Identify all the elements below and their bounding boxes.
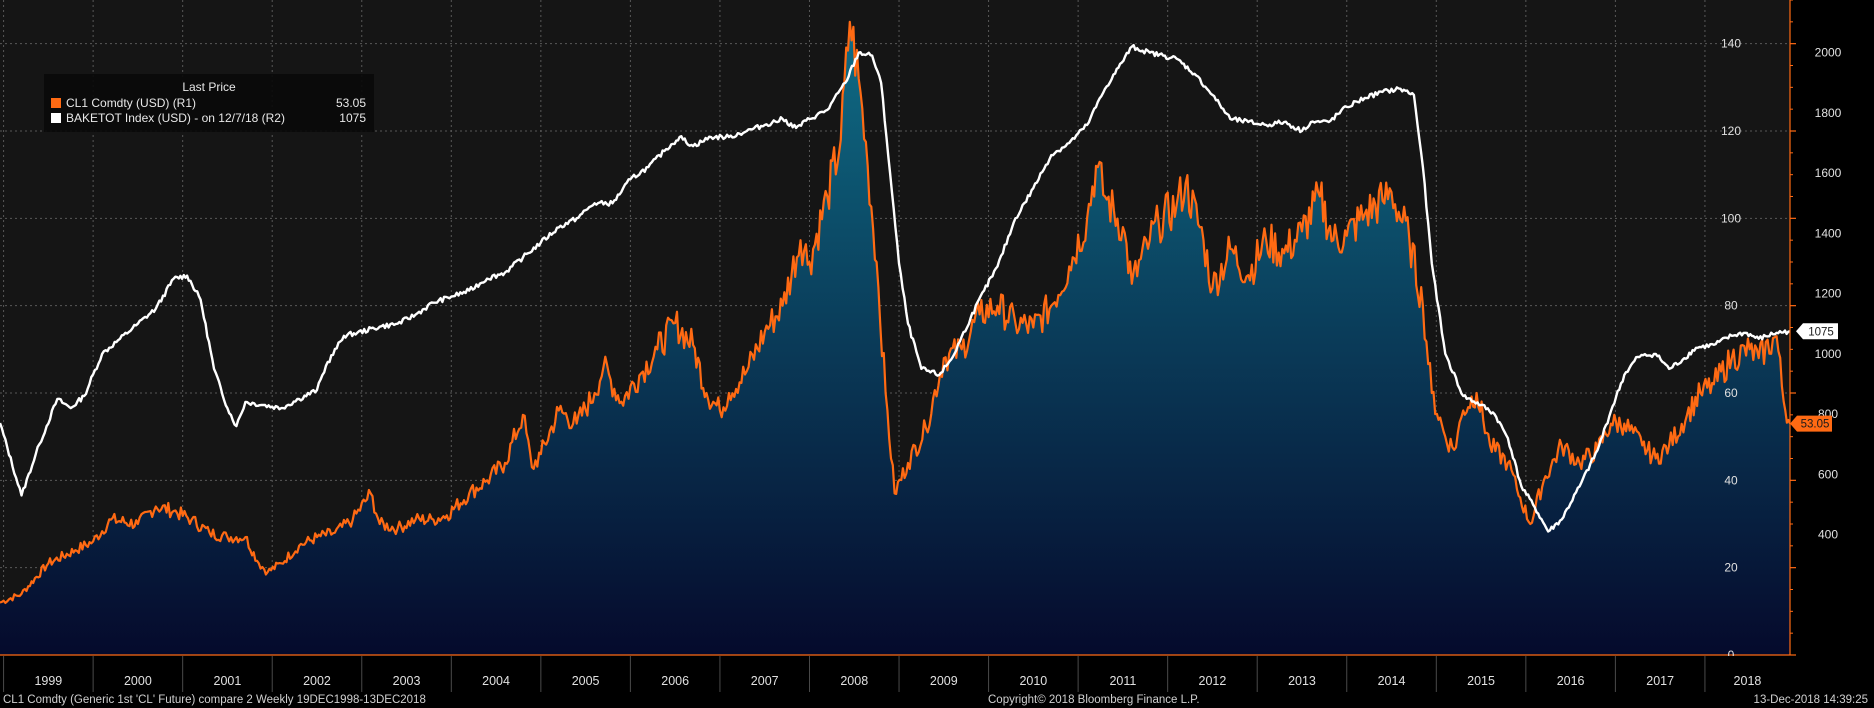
x-tick-label-2003: 2003 — [393, 674, 421, 688]
x-tick-label-2010: 2010 — [1019, 674, 1047, 688]
r2-tick-label-600: 600 — [1818, 467, 1838, 481]
r2-tick-label-1000: 1000 — [1815, 347, 1842, 361]
x-tick-label-2002: 2002 — [303, 674, 331, 688]
legend-entry-cl1: CL1 Comdty (USD) (R1) 53.05 — [51, 96, 366, 111]
r1-tick-label-100: 100 — [1721, 211, 1741, 225]
x-tick-label-2008: 2008 — [840, 674, 868, 688]
oil-price-area — [0, 21, 1790, 655]
legend-label-baketot: BAKETOT Index (USD) - on 12/7/18 (R2) — [66, 111, 285, 125]
x-tick-label-2001: 2001 — [214, 674, 242, 688]
legend-title: Last Price — [182, 80, 236, 94]
footer-timestamp: 13-Dec-2018 14:39:25 — [1753, 694, 1868, 706]
x-tick-label-2012: 2012 — [1199, 674, 1227, 688]
x-axis: 1999 2000 2001 2002 2003 2004 2005 2006 2007 2008… — [3, 656, 1762, 692]
legend: Last Price CL1 Comdty (USD) (R1) 53.05 B… — [44, 74, 374, 132]
r1-tick-label-80: 80 — [1724, 299, 1738, 313]
r1-tick-label-140: 140 — [1721, 37, 1741, 51]
r2-tick-label-1400: 1400 — [1815, 226, 1842, 240]
r1-tick-label-60: 60 — [1724, 386, 1738, 400]
r1-tick-label-40: 40 — [1724, 473, 1738, 487]
footer-copyright: Copyright© 2018 Bloomberg Finance L.P. — [988, 694, 1200, 706]
r2-tick-label-2000: 2000 — [1815, 46, 1842, 60]
footer-description: CL1 Comdty (Generic 1st 'CL' Future) com… — [3, 694, 426, 706]
legend-value-cl1: 53.05 — [335, 96, 366, 110]
rig-count-line — [0, 43, 1790, 533]
x-tick-label-2017: 2017 — [1646, 674, 1674, 688]
r1-tick-label-120: 120 — [1721, 124, 1741, 138]
r2-tick-label-1200: 1200 — [1815, 287, 1842, 301]
x-tick-label-1999: 1999 — [34, 674, 62, 688]
legend-label-cl1: CL1 Comdty (USD) (R1) — [66, 96, 197, 110]
x-tick-label-2018: 2018 — [1734, 674, 1762, 688]
r1-axis: 0 20 40 60 80 100 120 140 — [1721, 0, 1796, 662]
x-tick-label-2013: 2013 — [1288, 674, 1316, 688]
x-tick-label-2015: 2015 — [1467, 674, 1495, 688]
last-label-r2-box — [1796, 323, 1838, 340]
r2-tick-label-400: 400 — [1818, 528, 1838, 542]
x-axis-band — [0, 656, 1790, 692]
legend-swatch-orange — [51, 98, 61, 108]
last-label-r2-text: 1075 — [1808, 326, 1834, 338]
x-tick-label-2000: 2000 — [124, 674, 152, 688]
x-tick-label-2004: 2004 — [482, 674, 510, 688]
r2-tick-label-1600: 1600 — [1815, 166, 1842, 180]
last-label-r1-box — [1790, 415, 1832, 432]
last-label-r1-text: 53.05 — [1801, 419, 1830, 431]
x-tick-label-2011: 2011 — [1109, 674, 1136, 688]
r2-tick-label-1800: 1800 — [1815, 106, 1842, 120]
x-tick-label-2009: 2009 — [930, 674, 958, 688]
legend-entry-baketot: BAKETOT Index (USD) - on 12/7/18 (R2) 10… — [51, 111, 366, 126]
x-tick-label-2006: 2006 — [661, 674, 689, 688]
r1-tick-label-0: 0 — [1728, 648, 1735, 662]
x-tick-label-2016: 2016 — [1557, 674, 1585, 688]
x-tick-label-2014: 2014 — [1378, 674, 1406, 688]
x-tick-label-2005: 2005 — [572, 674, 600, 688]
oil-price-line — [0, 20, 1790, 604]
legend-swatch-white — [51, 113, 61, 123]
last-price-labels: 53.05 1075 — [1790, 323, 1838, 432]
x-tick-label-2007: 2007 — [751, 674, 779, 688]
r1-tick-label-20: 20 — [1724, 561, 1738, 575]
legend-value-baketot: 1075 — [339, 111, 366, 125]
